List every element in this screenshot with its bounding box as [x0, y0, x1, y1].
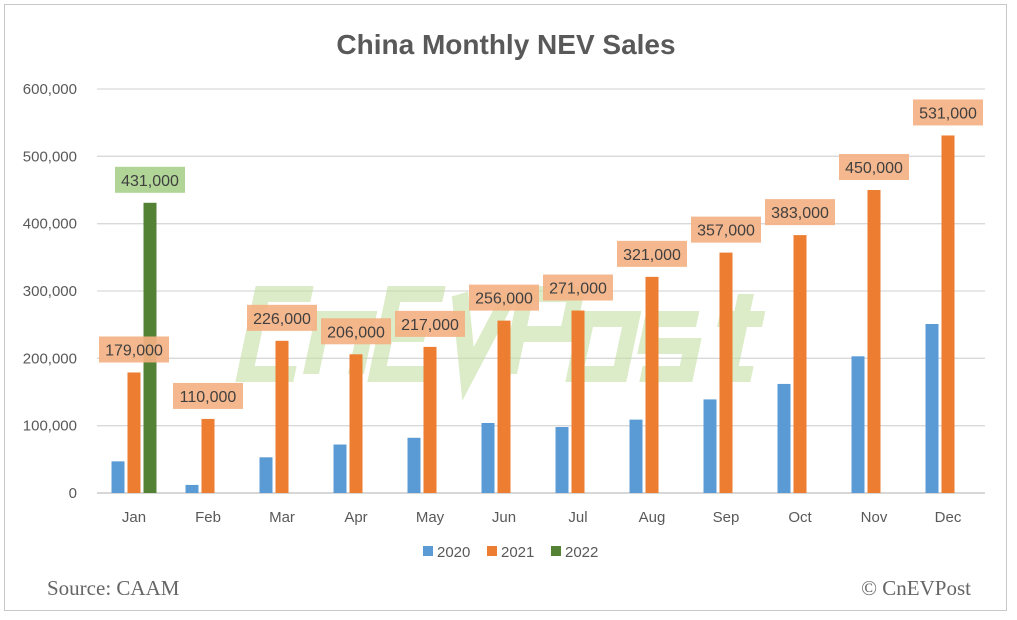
x-tick-label: Apr: [344, 509, 367, 526]
data-label-box: [691, 216, 761, 243]
y-tick-label: 600,000: [23, 81, 77, 98]
data-label: 321,000: [623, 247, 681, 264]
bar-2021: [941, 135, 955, 493]
x-tick-label: Nov: [861, 509, 888, 526]
data-label-box: [99, 336, 169, 363]
x-tick-label: Aug: [639, 509, 666, 526]
watermark-letter: [637, 311, 702, 382]
bar-2020: [555, 427, 569, 493]
x-tick-label: Sep: [713, 509, 740, 526]
credit-note: © CnEVPost: [861, 576, 971, 600]
x-tick-label: Mar: [269, 509, 295, 526]
data-label-box: [173, 382, 243, 409]
bar-2021: [867, 190, 881, 493]
legend-swatch-2021: [487, 546, 497, 556]
data-label-box: [543, 274, 613, 301]
data-label: 271,000: [549, 281, 607, 298]
x-tick-label: Oct: [788, 509, 812, 526]
legend-swatch-2022: [551, 546, 561, 556]
data-label-box: [395, 310, 465, 337]
data-label-box: [617, 240, 687, 267]
bar-2020: [111, 461, 125, 493]
y-tick-label: 200,000: [23, 350, 77, 367]
data-label-box: [765, 199, 835, 226]
watermark-letter: [235, 286, 314, 382]
data-label-box: [321, 318, 391, 345]
data-label-box: [247, 304, 317, 331]
y-tick-label: 500,000: [23, 148, 77, 165]
chart-frame: [4, 4, 1007, 611]
bar-2020: [407, 437, 421, 493]
bar-2020: [925, 323, 939, 493]
bar-2021: [423, 346, 437, 493]
legend-label: 2020: [437, 544, 470, 561]
bar-2021: [201, 418, 215, 493]
bar-2021: [571, 310, 585, 493]
bar-2021: [645, 276, 659, 493]
bar-2021: [497, 320, 511, 493]
bar-2020: [629, 419, 643, 493]
data-label: 431,000: [121, 173, 179, 190]
data-label: 450,000: [845, 160, 903, 177]
data-label: 206,000: [327, 324, 385, 341]
legend-swatch-2020: [423, 546, 433, 556]
data-label: 256,000: [475, 291, 533, 308]
data-label-box: [469, 284, 539, 311]
data-label-box: [913, 99, 983, 126]
bar-2020: [777, 383, 791, 493]
data-label-box: [839, 154, 909, 180]
bar-2020: [185, 484, 199, 493]
data-label: 383,000: [771, 205, 829, 222]
bar-2021: [127, 372, 141, 493]
data-label-box: [115, 166, 185, 193]
bar-2021: [793, 235, 807, 493]
watermark-letter: [716, 294, 766, 382]
bar-2021: [275, 340, 289, 493]
bar-2020: [259, 457, 273, 493]
y-tick-label: 300,000: [23, 283, 77, 300]
legend-label: 2022: [565, 544, 598, 561]
y-tick-label: 0: [69, 485, 77, 502]
x-tick-label: Jun: [492, 509, 516, 526]
bar-2021: [719, 252, 733, 493]
bar-2020: [481, 422, 495, 493]
x-tick-label: Jul: [568, 509, 587, 526]
data-label: 179,000: [105, 342, 163, 359]
x-tick-label: May: [416, 509, 445, 526]
data-label: 357,000: [697, 223, 755, 240]
data-label: 110,000: [180, 389, 237, 406]
y-tick-label: 400,000: [23, 216, 77, 233]
x-tick-label: Jan: [122, 509, 146, 526]
bar-2021: [349, 354, 363, 493]
y-tick-label: 100,000: [23, 418, 77, 435]
bar-2020: [851, 356, 865, 493]
x-tick-label: Dec: [935, 509, 962, 526]
bar-2020: [703, 399, 717, 493]
bar-2020: [333, 444, 347, 493]
data-label: 217,000: [401, 317, 459, 334]
legend-label: 2021: [501, 544, 534, 561]
chart-title: China Monthly NEV Sales: [336, 29, 675, 60]
x-tick-label: Feb: [195, 509, 221, 526]
data-label: 531,000: [919, 105, 977, 122]
source-note: Source: CAAM: [47, 576, 180, 600]
data-label: 226,000: [253, 311, 311, 328]
